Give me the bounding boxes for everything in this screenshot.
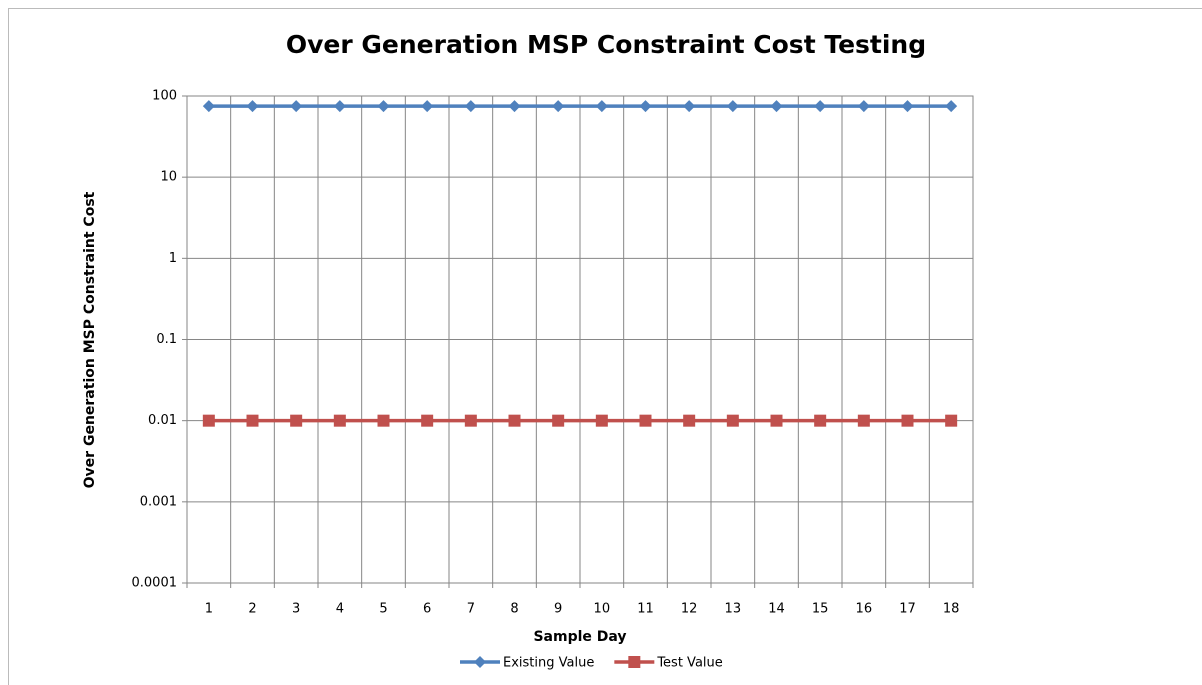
chart-title: Over Generation MSP Constraint Cost Test… [286, 30, 926, 59]
data-point [464, 414, 477, 427]
data-point [857, 414, 870, 427]
x-tick-label: 6 [423, 602, 431, 617]
data-point [377, 100, 390, 113]
x-tick-label: 12 [681, 602, 698, 617]
x-tick-label: 11 [637, 602, 654, 617]
x-tick-label: 16 [856, 602, 873, 617]
x-tick-label: 10 [594, 602, 611, 617]
data-point [595, 414, 608, 427]
x-tick-label: 15 [812, 602, 829, 617]
x-tick-label: 17 [899, 602, 916, 617]
x-tick-label: 18 [943, 602, 960, 617]
x-tick-label: 2 [248, 602, 256, 617]
y-tick-label: 0.001 [140, 494, 177, 509]
x-tick-label: 7 [467, 602, 475, 617]
data-point [464, 100, 477, 113]
data-point [552, 100, 565, 113]
data-point [639, 414, 652, 427]
data-point [945, 414, 958, 427]
x-axis-title: Sample Day [533, 629, 626, 645]
data-point [683, 414, 696, 427]
data-point [246, 100, 259, 113]
y-tick-label: 0.0001 [132, 576, 178, 591]
legend-label: Test Value [656, 656, 722, 671]
y-tick-label: 100 [152, 89, 177, 104]
data-point [814, 414, 827, 427]
data-point [202, 414, 215, 427]
y-tick-label: 1 [169, 251, 177, 266]
y-tick-label: 0.01 [148, 413, 177, 428]
y-tick-label: 10 [160, 170, 177, 185]
data-point [814, 100, 827, 113]
data-point [726, 414, 739, 427]
data-point [770, 100, 783, 113]
data-point [726, 100, 739, 113]
x-tick-label: 4 [336, 602, 344, 617]
y-tick-label: 0.1 [156, 332, 177, 347]
x-tick-label: 8 [510, 602, 518, 617]
data-point [333, 100, 346, 113]
data-point [595, 100, 608, 113]
data-point [333, 414, 346, 427]
data-point [377, 414, 390, 427]
legend-label: Existing Value [503, 656, 594, 671]
data-point [246, 414, 259, 427]
data-point [683, 100, 696, 113]
data-point [857, 100, 870, 113]
y-axis-title: Over Generation MSP Constraint Cost [82, 191, 98, 488]
data-point [901, 414, 914, 427]
data-point [901, 100, 914, 113]
x-tick-label: 14 [768, 602, 785, 617]
data-point [290, 100, 303, 113]
data-point [770, 414, 783, 427]
data-point [290, 414, 303, 427]
data-point [639, 100, 652, 113]
data-point [508, 100, 521, 113]
data-point [945, 100, 958, 113]
data-point [421, 100, 434, 113]
data-point [552, 414, 565, 427]
data-point [508, 414, 521, 427]
x-tick-label: 9 [554, 602, 562, 617]
legend-marker [474, 656, 486, 668]
legend-marker [628, 656, 641, 668]
x-tick-label: 3 [292, 602, 300, 617]
x-tick-label: 13 [725, 602, 742, 617]
x-tick-label: 1 [205, 602, 213, 617]
data-point [421, 414, 434, 427]
x-tick-label: 5 [379, 602, 387, 617]
data-point [202, 100, 215, 113]
